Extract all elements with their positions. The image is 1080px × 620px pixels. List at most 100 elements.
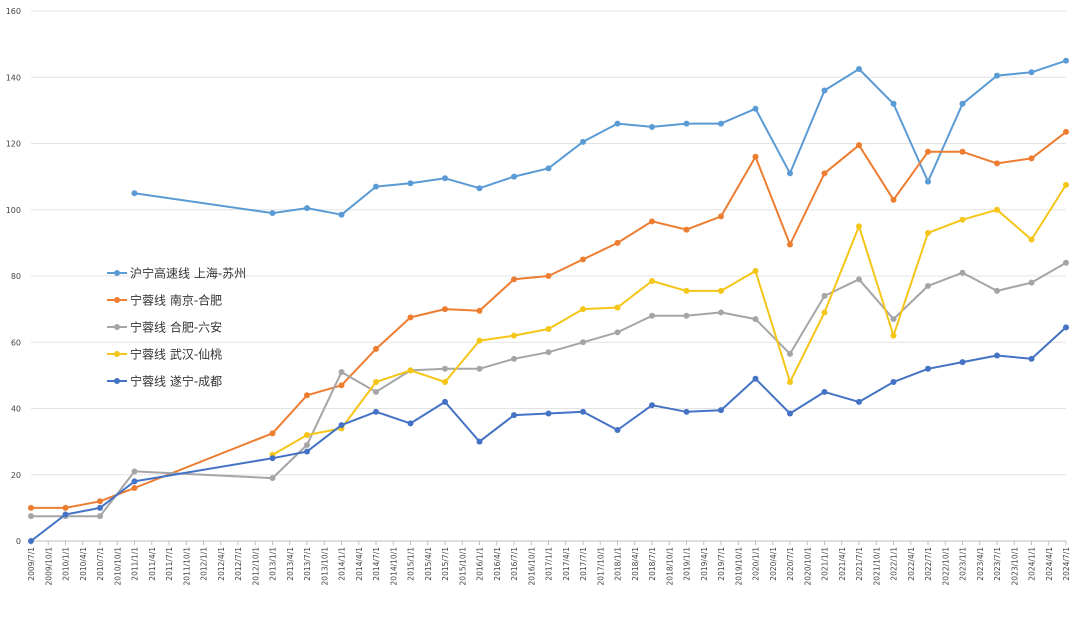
x-tick-label: 2024/7/1 bbox=[1062, 547, 1071, 581]
data-point bbox=[614, 427, 621, 434]
data-point bbox=[28, 513, 34, 520]
data-point bbox=[856, 398, 862, 405]
data-point bbox=[269, 455, 276, 462]
data-point bbox=[338, 211, 345, 218]
data-point bbox=[304, 441, 310, 448]
data-point bbox=[580, 256, 586, 263]
data-point bbox=[304, 205, 310, 212]
legend-item: 宁蓉线 合肥-六安 bbox=[107, 320, 222, 335]
data-point bbox=[97, 513, 103, 520]
x-tick-label: 2010/7/1 bbox=[96, 547, 105, 581]
legend-swatch-marker bbox=[114, 297, 120, 303]
data-point bbox=[821, 87, 828, 94]
x-tick-label: 2022/7/1 bbox=[924, 547, 933, 581]
x-tick-label: 2022/1/1 bbox=[890, 547, 899, 581]
x-tick-label: 2019/7/1 bbox=[717, 547, 726, 581]
y-tick-label: 60 bbox=[11, 338, 21, 347]
data-point bbox=[614, 329, 621, 336]
data-point bbox=[890, 332, 897, 339]
data-point bbox=[338, 382, 345, 389]
data-point bbox=[545, 165, 552, 172]
data-point bbox=[269, 210, 276, 217]
data-point bbox=[683, 120, 690, 127]
x-tick-label: 2023/10/1 bbox=[1010, 547, 1019, 586]
data-point bbox=[649, 277, 655, 284]
x-tick-label: 2013/1/1 bbox=[269, 547, 278, 581]
data-point bbox=[718, 287, 724, 294]
data-point bbox=[994, 72, 1000, 79]
data-point bbox=[269, 475, 276, 482]
series-group bbox=[28, 324, 1069, 544]
data-point bbox=[752, 316, 759, 323]
data-point bbox=[1063, 128, 1069, 135]
data-point bbox=[752, 268, 759, 275]
legend-item: 沪宁高速线 上海-苏州 bbox=[107, 266, 246, 281]
data-point bbox=[959, 269, 966, 276]
x-tick-label: 2015/4/1 bbox=[424, 547, 433, 581]
x-tick-label: 2022/4/1 bbox=[907, 547, 916, 581]
data-point bbox=[476, 365, 483, 372]
data-point bbox=[338, 369, 345, 376]
x-tick-label: 2013/10/1 bbox=[320, 547, 329, 586]
x-tick-label: 2015/1/1 bbox=[407, 547, 416, 581]
series-line bbox=[272, 184, 1067, 456]
x-tick-label: 2017/7/1 bbox=[579, 547, 588, 581]
data-point bbox=[580, 339, 586, 346]
data-point bbox=[1028, 355, 1035, 362]
x-tick-label: 2022/10/1 bbox=[941, 547, 950, 586]
data-point bbox=[131, 485, 138, 491]
data-point bbox=[511, 332, 517, 339]
legend-swatch-marker bbox=[114, 324, 120, 330]
data-point bbox=[580, 306, 586, 313]
data-point bbox=[925, 178, 931, 185]
data-point bbox=[890, 196, 897, 203]
x-tick-label: 2014/4/1 bbox=[355, 547, 364, 581]
data-point bbox=[131, 468, 138, 475]
legend-item: 宁蓉线 遂宁-成都 bbox=[107, 374, 222, 389]
data-point bbox=[511, 355, 517, 362]
data-point bbox=[407, 180, 414, 187]
legend-item: 宁蓉线 南京-合肥 bbox=[107, 293, 222, 308]
x-tick-label: 2023/7/1 bbox=[993, 547, 1002, 581]
data-point bbox=[1028, 236, 1035, 243]
x-axis: 2009/7/1 2009/10/1 2010/1/1 2010/4/1 2010/7/… bbox=[27, 541, 1071, 585]
data-point bbox=[545, 273, 552, 279]
y-tick-label: 20 bbox=[11, 471, 21, 480]
data-point bbox=[304, 392, 310, 399]
y-tick-label: 40 bbox=[11, 405, 21, 414]
data-point bbox=[925, 148, 931, 155]
x-tick-label: 2016/7/1 bbox=[510, 547, 519, 581]
series-line bbox=[30, 326, 1067, 542]
data-point bbox=[373, 183, 379, 190]
data-point bbox=[476, 337, 483, 344]
x-tick-label: 2014/10/1 bbox=[389, 547, 398, 586]
x-tick-label: 2017/4/1 bbox=[562, 547, 571, 581]
x-tick-label: 2017/10/1 bbox=[596, 547, 605, 586]
data-point bbox=[787, 410, 793, 417]
data-point bbox=[787, 241, 793, 248]
data-point bbox=[97, 498, 103, 505]
data-point bbox=[580, 408, 586, 415]
data-point bbox=[476, 307, 483, 314]
data-point bbox=[1063, 57, 1069, 64]
data-point bbox=[97, 504, 103, 511]
data-point bbox=[407, 314, 414, 321]
legend-swatch-marker bbox=[114, 378, 120, 384]
data-point bbox=[718, 120, 724, 127]
y-axis: 0 20 40 60 80 100 120 140 160 bbox=[6, 7, 21, 546]
data-point bbox=[994, 352, 1000, 359]
data-point bbox=[1063, 181, 1069, 188]
data-point bbox=[890, 316, 897, 323]
x-tick-label: 2015/10/1 bbox=[458, 547, 467, 586]
data-point bbox=[856, 276, 862, 283]
y-tick-label: 120 bbox=[6, 140, 21, 149]
x-tick-label: 2010/4/1 bbox=[79, 547, 88, 581]
legend-label: 宁蓉线 合肥-六安 bbox=[130, 320, 222, 335]
data-point bbox=[62, 511, 69, 518]
data-point bbox=[959, 359, 966, 366]
data-point bbox=[1028, 155, 1035, 162]
data-point bbox=[649, 312, 655, 319]
x-tick-label: 2012/10/1 bbox=[251, 547, 260, 586]
data-point bbox=[683, 226, 690, 233]
legend-swatch-marker bbox=[114, 351, 120, 357]
